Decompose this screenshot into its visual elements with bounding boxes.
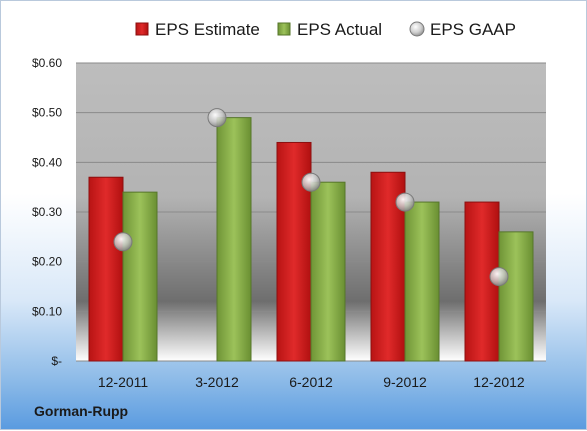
bar-eps-actual [310, 181, 346, 362]
legend-swatch [135, 22, 149, 36]
y-tick-label: $- [51, 354, 62, 368]
x-axis-categories: 12-2011 3-2012 6-2012 9-2012 12-2012 [98, 374, 525, 390]
marker-eps-gaap [301, 172, 321, 192]
legend-label: EPS Actual [297, 20, 382, 39]
gaap-markers [113, 108, 509, 287]
marker-eps-gaap [395, 192, 415, 212]
bar-eps-actual [498, 231, 534, 362]
bars [88, 117, 534, 362]
bar-eps-estimate [88, 176, 124, 362]
y-axis-ticks: $- $0.10 $0.20 $0.30 $0.40 $0.50 $0.60 [32, 56, 62, 368]
x-category-label: 6-2012 [289, 374, 333, 390]
legend-label: EPS Estimate [155, 20, 260, 39]
y-tick-label: $0.20 [32, 255, 62, 269]
legend-swatch [409, 21, 425, 37]
bar-eps-actual [404, 201, 440, 362]
marker-eps-gaap [207, 108, 227, 128]
x-category-label: 9-2012 [383, 374, 427, 390]
y-tick-label: $0.60 [32, 56, 62, 70]
bar-eps-actual [122, 191, 158, 362]
x-category-label: 12-2011 [98, 374, 149, 390]
y-tick-label: $0.40 [32, 155, 62, 169]
x-category-label: 3-2012 [195, 374, 239, 390]
marker-eps-gaap [113, 232, 133, 252]
legend-label: EPS GAAP [430, 20, 516, 39]
marker-eps-gaap [489, 267, 509, 287]
y-tick-label: $0.30 [32, 205, 62, 219]
legend: EPS Estimate EPS Actual EPS GAAP [135, 20, 516, 39]
x-category-label: 12-2012 [473, 374, 525, 390]
y-tick-label: $0.10 [32, 304, 62, 318]
company-name: Gorman-Rupp [34, 403, 129, 419]
legend-swatch [277, 22, 291, 36]
bar-eps-actual [216, 117, 252, 362]
y-tick-label: $0.50 [32, 106, 62, 120]
